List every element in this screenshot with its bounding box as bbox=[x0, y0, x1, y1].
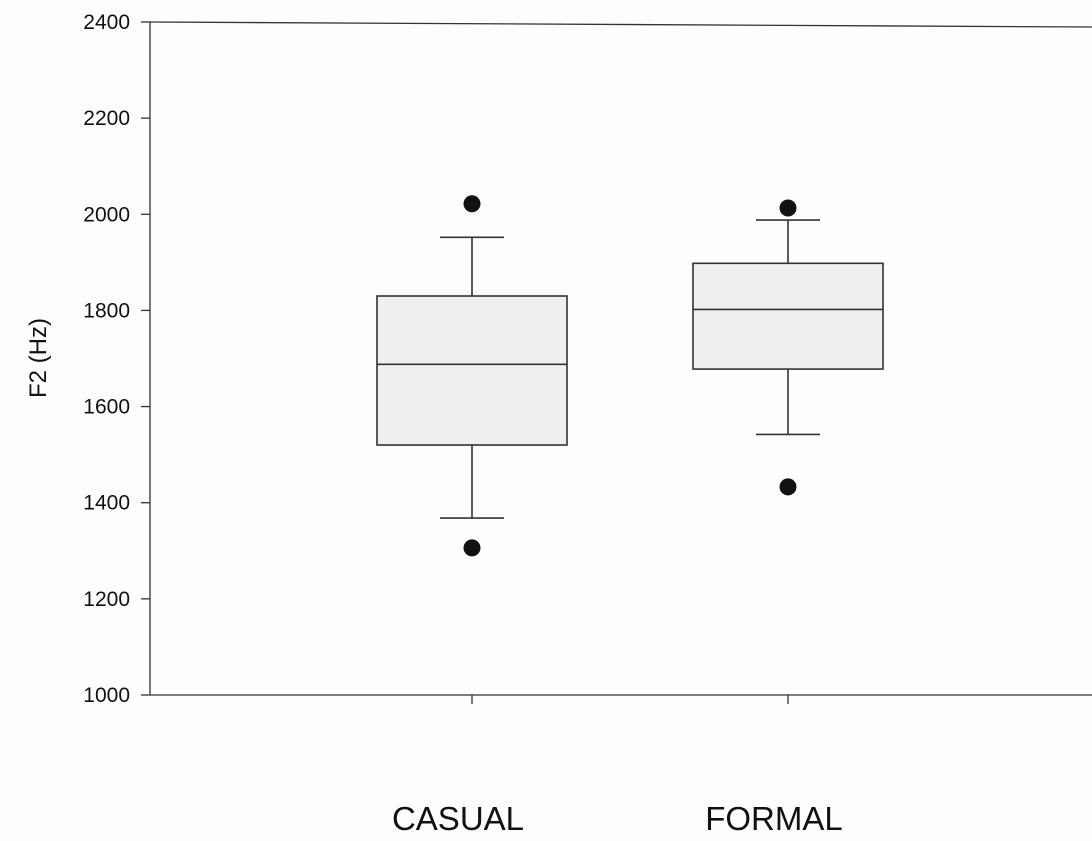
y-tick-label: 1800 bbox=[83, 299, 130, 322]
y-tick-label: 2200 bbox=[83, 107, 130, 130]
outlier-point bbox=[463, 195, 481, 213]
y-tick-label: 1400 bbox=[83, 492, 130, 515]
outlier-point bbox=[779, 478, 797, 496]
category-label-formal: FORMAL bbox=[705, 800, 843, 837]
outlier-point bbox=[779, 199, 797, 217]
y-axis-title: F2 (Hz) bbox=[25, 318, 52, 398]
category-labels: CASUAL FORMAL bbox=[392, 800, 843, 837]
box-iqr bbox=[376, 295, 568, 446]
y-ticks: 1000 1200 1400 1600 1800 2000 2200 2400 bbox=[83, 11, 150, 707]
box-formal bbox=[692, 199, 884, 496]
category-label-casual: CASUAL bbox=[392, 800, 524, 837]
box-casual bbox=[376, 195, 568, 557]
box-iqr bbox=[692, 262, 884, 370]
boxes bbox=[376, 195, 884, 557]
outlier-point bbox=[463, 539, 481, 557]
y-tick-label: 1200 bbox=[83, 588, 130, 611]
y-tick-label: 2000 bbox=[83, 203, 130, 226]
y-tick-label: 1600 bbox=[83, 396, 130, 419]
y-tick-label: 1000 bbox=[83, 684, 130, 707]
x-ticks bbox=[471, 695, 789, 704]
y-tick-label: 2400 bbox=[83, 11, 130, 34]
plot-top-border bbox=[149, 21, 1092, 28]
axes: 1000 1200 1400 1600 1800 2000 2200 2400 bbox=[83, 11, 1092, 707]
